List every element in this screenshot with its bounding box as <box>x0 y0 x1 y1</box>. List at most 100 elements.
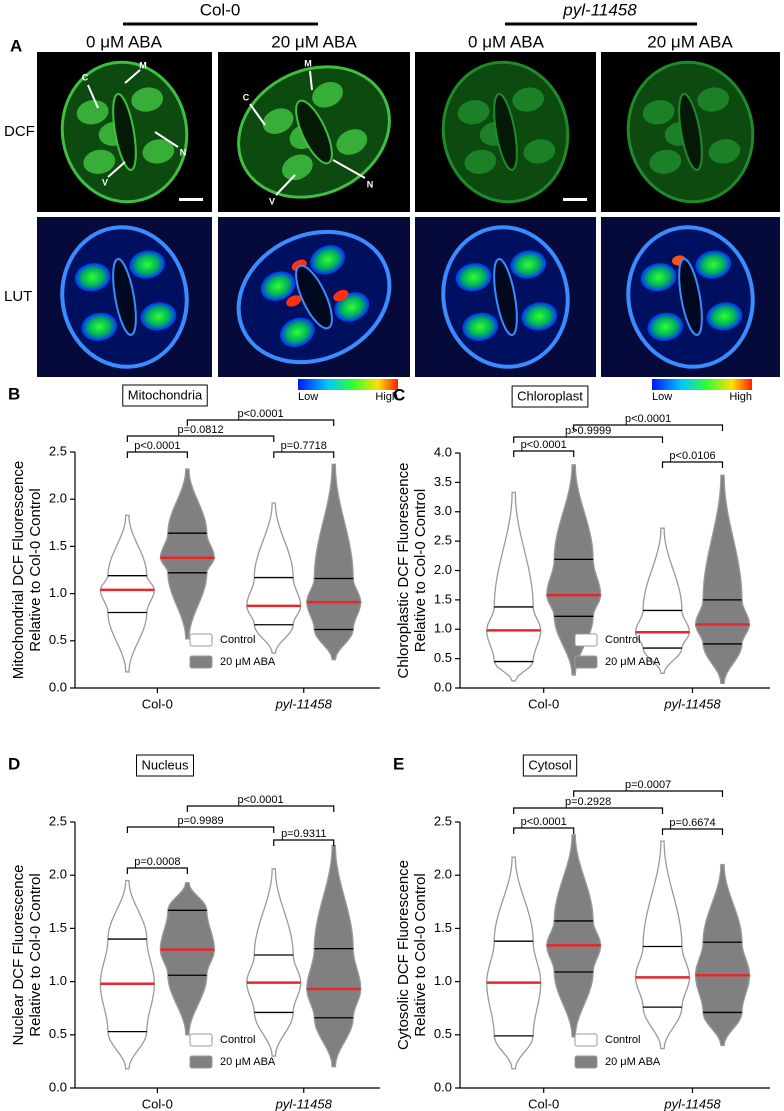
violin <box>99 514 156 673</box>
chloroplast <box>140 302 177 331</box>
violin <box>634 840 691 1050</box>
p-value: p<0.0001 <box>521 816 567 828</box>
pore <box>112 93 137 171</box>
scale-bar <box>179 198 203 201</box>
chloroplast <box>464 149 497 174</box>
pore <box>493 258 518 336</box>
pore <box>112 258 137 336</box>
y-tick-label: 0.5 <box>49 1026 67 1041</box>
legend-label: Control <box>220 634 255 646</box>
significance-bracket <box>273 451 335 458</box>
chloroplast <box>76 100 109 125</box>
violin <box>634 527 691 674</box>
chloroplast <box>310 244 345 275</box>
chloroplast <box>336 129 368 155</box>
significance-bracket <box>126 451 188 458</box>
p-value: p=0.9989 <box>177 815 223 827</box>
genotype-label: Col-0 <box>200 0 241 19</box>
y-tick-label: 1.5 <box>434 920 452 935</box>
chloroplast <box>523 139 556 164</box>
arrow <box>87 84 99 109</box>
violin <box>486 491 542 682</box>
p-value: p<0.0001 <box>237 794 283 806</box>
organelle-label: C <box>82 72 89 82</box>
chloroplast <box>83 149 116 174</box>
color-scale <box>652 379 752 390</box>
violin <box>159 468 215 640</box>
chart-title: Cytosol <box>528 757 571 772</box>
chloroplast <box>131 87 164 112</box>
violin <box>159 881 215 1036</box>
chart-title: Mitochondria <box>128 387 203 402</box>
title-box <box>136 754 194 777</box>
significance-bracket <box>126 826 275 833</box>
chloroplast <box>647 312 684 341</box>
row-label: LUT <box>4 288 32 305</box>
chloroplast <box>262 108 294 134</box>
arrow <box>124 69 141 84</box>
legend-label: 20 μM ABA <box>605 656 661 668</box>
chloroplast <box>462 312 499 341</box>
treatment-label: 20 μM ABA <box>271 32 357 51</box>
y-tick-label: 1.0 <box>49 973 67 988</box>
y-tick-label: 0.5 <box>49 632 67 647</box>
significance-bracket <box>186 805 335 812</box>
pore <box>678 93 703 171</box>
significance-bracket <box>573 424 724 431</box>
violin <box>694 863 751 1047</box>
y-tick-label: 2.0 <box>49 491 67 506</box>
y-tick-label: 1.5 <box>49 538 67 553</box>
arrow <box>275 174 296 196</box>
y-tick-label: 0.5 <box>434 1026 452 1041</box>
x-tick-label: Col-0 <box>528 696 559 711</box>
scale-bar <box>563 198 587 201</box>
legend-label: 20 μM ABA <box>220 656 276 668</box>
y-tick-label: 3.5 <box>434 474 452 489</box>
y-axis-label: Relative to Col-0 Control <box>412 489 429 652</box>
organelle-label: M <box>139 60 147 70</box>
significance-bracket <box>126 435 275 442</box>
significance-bracket <box>186 419 335 426</box>
chloroplast <box>282 154 313 181</box>
guard-cells <box>626 225 755 369</box>
panel-letter: D <box>8 754 20 773</box>
chart: C Chloroplast Chloroplastic DCF Fluorescen… <box>393 385 770 711</box>
organelle-label: V <box>269 196 275 206</box>
chloroplast <box>510 250 547 279</box>
organelle-label: C <box>243 92 250 102</box>
panel-letter: E <box>393 754 404 773</box>
y-axis-label: Cytosolic DCF Fluorescence <box>395 860 412 1050</box>
pore <box>295 264 333 330</box>
y-tick-label: 2.0 <box>434 562 452 577</box>
guard-cells <box>237 65 391 199</box>
significance-bracket <box>513 436 664 443</box>
y-tick-label: 0.0 <box>434 1079 452 1094</box>
y-tick-label: 0.0 <box>434 679 452 694</box>
chloroplast <box>512 87 545 112</box>
organelle-label: N <box>367 179 374 189</box>
violin <box>99 879 155 1070</box>
p-value: p=0.2928 <box>565 796 611 808</box>
chloroplast <box>312 81 343 108</box>
pore <box>295 99 333 165</box>
chloroplast <box>695 250 732 279</box>
legend-swatch <box>574 655 598 669</box>
scale-label: Low <box>298 391 318 403</box>
p-value: p=0.6674 <box>669 817 715 829</box>
chloroplast <box>642 100 675 125</box>
legend-label: Control <box>605 1034 640 1046</box>
x-tick-label: pyl-11458 <box>275 696 333 711</box>
y-tick-label: 0.0 <box>49 679 67 694</box>
x-tick-label: pyl-11458 <box>663 1096 721 1111</box>
y-axis-label: Relative to Col-0 Control <box>27 873 44 1036</box>
x-tick-label: Col-0 <box>528 1096 559 1111</box>
y-axis-label: Mitochondrial DCF Fluorescence <box>10 461 27 679</box>
chloroplast <box>74 263 111 292</box>
y-tick-label: 2.0 <box>434 867 452 882</box>
y-axis-label: Relative to Col-0 Control <box>412 873 429 1036</box>
hotspot <box>286 295 302 307</box>
x-tick-label: Col-0 <box>142 696 173 711</box>
y-tick-label: 4.0 <box>434 444 452 459</box>
y-tick-label: 2.5 <box>434 813 452 828</box>
